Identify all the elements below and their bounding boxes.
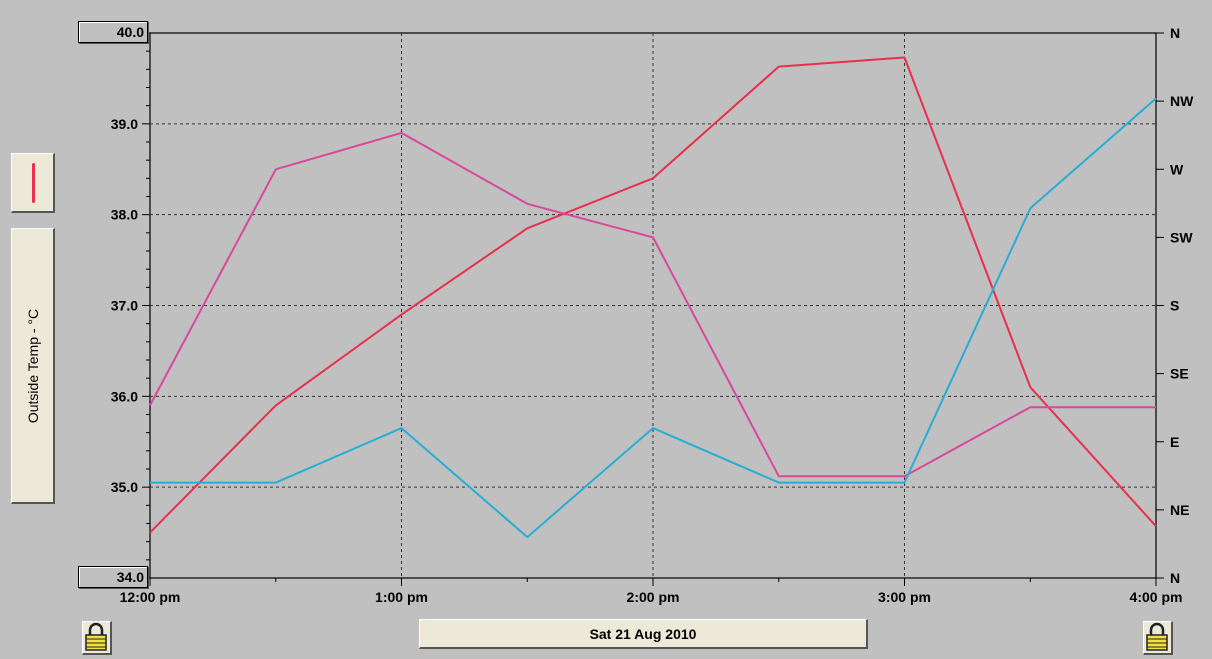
- y-tick-label: 35.0: [111, 479, 138, 495]
- y-tick-label: 37.0: [111, 298, 138, 314]
- y2-tick-label: NE: [1170, 502, 1189, 518]
- y2-tick-label: W: [1170, 161, 1184, 177]
- y-axis-label: Outside Temp - °C: [24, 308, 41, 423]
- lock-right-button[interactable]: [1143, 621, 1173, 655]
- x-tick-label: 3:00 pm: [878, 589, 931, 605]
- legend-swatch-button[interactable]: [11, 153, 55, 213]
- y2-tick-label: S: [1170, 298, 1179, 314]
- y2-tick-label: N: [1170, 25, 1180, 41]
- x-tick-label: 1:00 pm: [375, 589, 428, 605]
- y-max-input[interactable]: 40.0: [78, 21, 148, 43]
- date-button[interactable]: Sat 21 Aug 2010: [419, 619, 868, 649]
- padlock-icon: [1146, 622, 1168, 651]
- y-tick-label: 39.0: [111, 116, 138, 132]
- tick-marks: [142, 32, 1164, 586]
- y2-tick-label: NW: [1170, 93, 1194, 109]
- y2-tick-label: SW: [1170, 229, 1193, 245]
- y2-tick-label: N: [1170, 570, 1180, 586]
- y2-tick-label: SE: [1170, 366, 1189, 382]
- series-lines: [149, 56, 1157, 539]
- x-tick-label: 4:00 pm: [1130, 589, 1183, 605]
- x-tick-label: 2:00 pm: [627, 589, 680, 605]
- y-min-input[interactable]: 34.0: [78, 566, 148, 588]
- series-line-2: [149, 131, 1156, 478]
- y-tick-labels: 39.0 38.0 37.0 36.0 35.0: [111, 116, 138, 495]
- grid: [150, 33, 1156, 578]
- y2-tick-labels: N NW W SW S SE E NE N: [1170, 25, 1194, 586]
- y-tick-label: 36.0: [111, 388, 138, 404]
- series-line-1: [149, 56, 1157, 534]
- y-tick-label: 38.0: [111, 207, 138, 223]
- padlock-icon: [85, 622, 107, 651]
- y-axis-label-button[interactable]: Outside Temp - °C: [11, 228, 55, 504]
- lock-left-button[interactable]: [82, 621, 112, 655]
- legend-swatch-line: [32, 163, 35, 203]
- series-line-3: [150, 97, 1157, 539]
- y2-tick-label: E: [1170, 434, 1179, 450]
- x-tick-labels: 12:00 pm 1:00 pm 2:00 pm 3:00 pm 4:00 pm: [120, 589, 1183, 605]
- x-tick-label: 12:00 pm: [120, 589, 181, 605]
